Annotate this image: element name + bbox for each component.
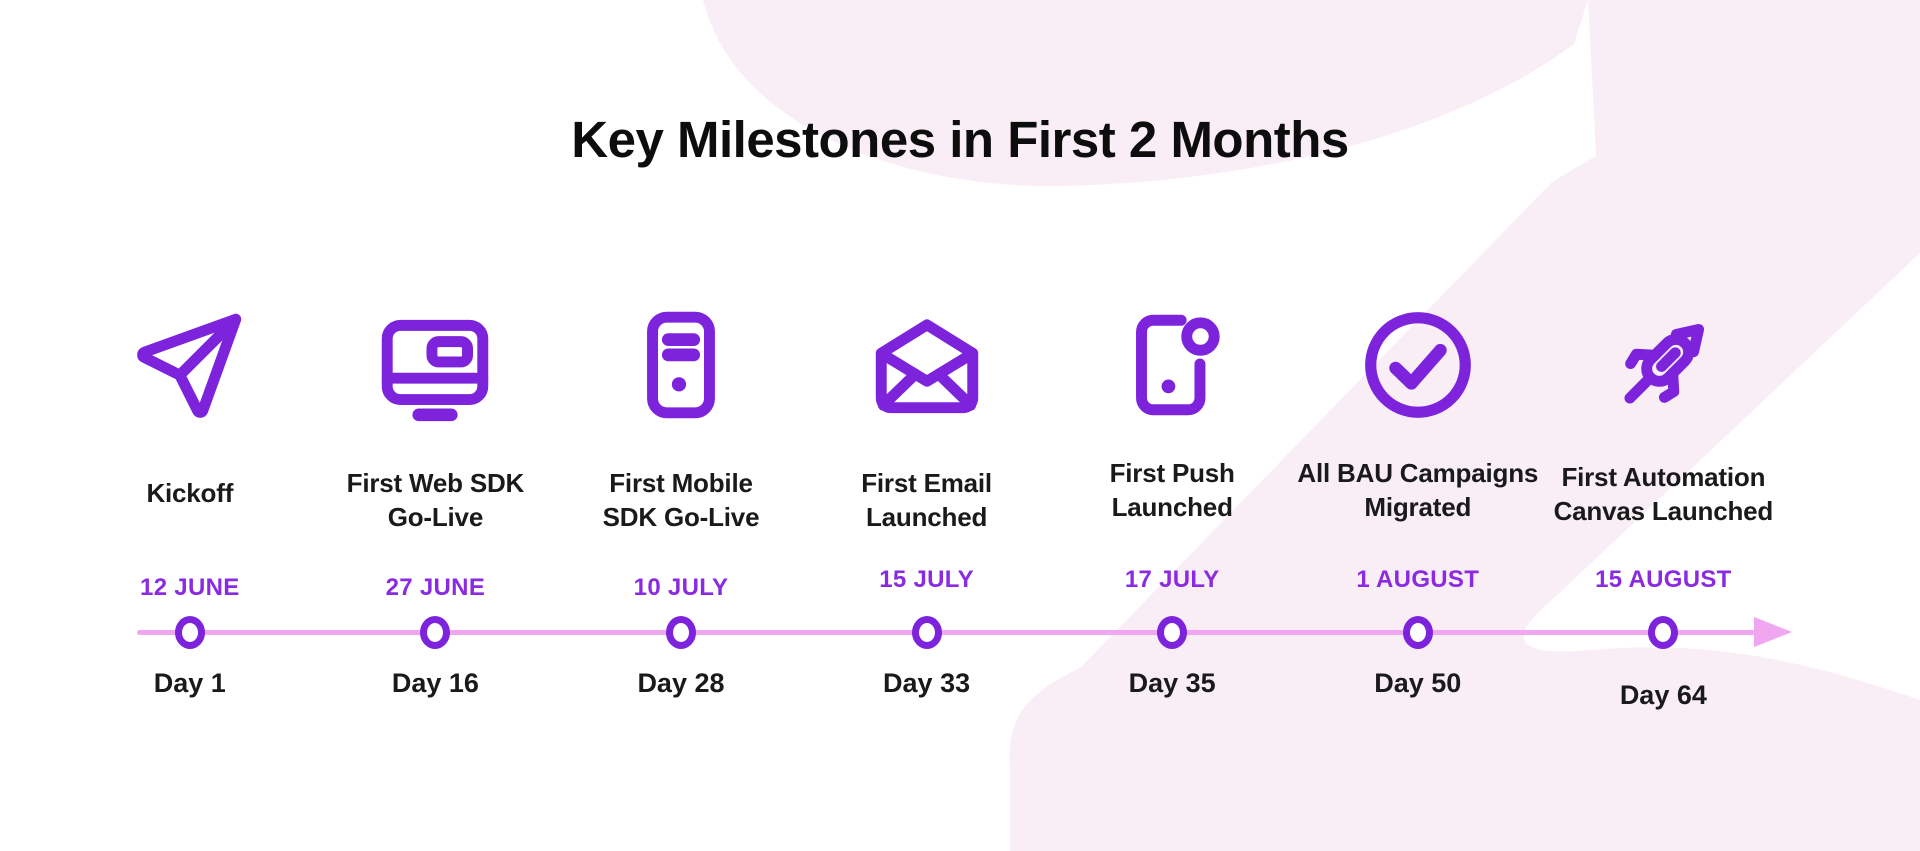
rocket-icon [1624, 323, 1705, 404]
web-sdk-icon [374, 240, 496, 432]
milestone-column: First Mobile SDK Go-Live 10 JULY Day 28 [558, 240, 804, 699]
milestone-date: 12 JUNE [140, 574, 240, 601]
milestone-column: First Email Launched 15 JULY Day 33 [804, 240, 1050, 699]
email-icon [875, 319, 978, 414]
timeline-node [1157, 615, 1188, 649]
milestone-title: All BAU Campaigns Migrated [1297, 458, 1539, 522]
check-circle-icon [1364, 312, 1471, 418]
milestone-title: First Email Launched [861, 468, 992, 532]
milestone-title: Kickoff [146, 478, 234, 508]
send-icon [129, 240, 251, 432]
milestones-row: Kickoff 12 JUNE Day 1 First Web SDK Go-L… [67, 240, 1787, 710]
milestone-column: First Web SDK Go-Live 27 JUNE Day 16 [313, 240, 559, 699]
milestone-column: First Automation Canvas Launched 15 AUGU… [1541, 240, 1787, 710]
web-sdk-icon [382, 319, 489, 422]
day-label: Day 1 [153, 668, 226, 698]
milestone-date: 1 AUGUST [1356, 566, 1480, 593]
milestone-title: First Push Launched [1109, 458, 1235, 522]
timeline-node [1402, 615, 1433, 649]
check-circle-icon [1357, 240, 1479, 432]
timeline-node [1648, 615, 1679, 649]
day-label: Day 64 [1619, 680, 1707, 710]
milestone-column: Kickoff 12 JUNE Day 1 [67, 240, 313, 699]
timeline-node [665, 615, 696, 649]
milestone-date: 10 JULY [633, 574, 729, 601]
day-label: Day 33 [883, 668, 971, 698]
milestone-title: First Automation Canvas Launched [1553, 462, 1774, 526]
mobile-sdk-icon [620, 240, 742, 432]
send-icon [137, 313, 242, 418]
milestone-date: 15 JULY [879, 566, 974, 593]
timeline-node [420, 615, 451, 649]
milestone-column: First Push Launched 17 JULY Day 35 [1049, 240, 1295, 699]
background-swoosh [1009, 0, 1920, 851]
day-label: Day 50 [1374, 668, 1462, 698]
milestone-date: 17 JULY [1124, 566, 1220, 593]
day-label: Day 35 [1128, 668, 1216, 698]
mobile-sdk-icon [647, 311, 715, 419]
timeline-arrowhead-icon [1754, 617, 1792, 647]
milestone-date: 27 JUNE [385, 574, 486, 601]
timeline-node [911, 615, 942, 649]
day-label: Day 28 [637, 668, 725, 698]
timeline-node [174, 615, 205, 649]
milestone-date: 15 AUGUST [1595, 566, 1732, 593]
email-icon [866, 240, 988, 432]
milestone-title: First Web SDK Go-Live [346, 468, 525, 532]
day-label: Day 16 [391, 668, 479, 698]
milestone-title: First Mobile SDK Go-Live [602, 468, 760, 532]
rocket-icon [1602, 240, 1724, 432]
push-notification-icon [1111, 240, 1233, 432]
milestone-column: All BAU Campaigns Migrated 1 AUGUST Day … [1295, 240, 1541, 699]
page-title: Key Milestones in First 2 Months [571, 111, 1349, 168]
timeline-line [137, 630, 1759, 635]
background-top-blob [703, 0, 1588, 187]
push-notification-icon [1136, 314, 1220, 416]
